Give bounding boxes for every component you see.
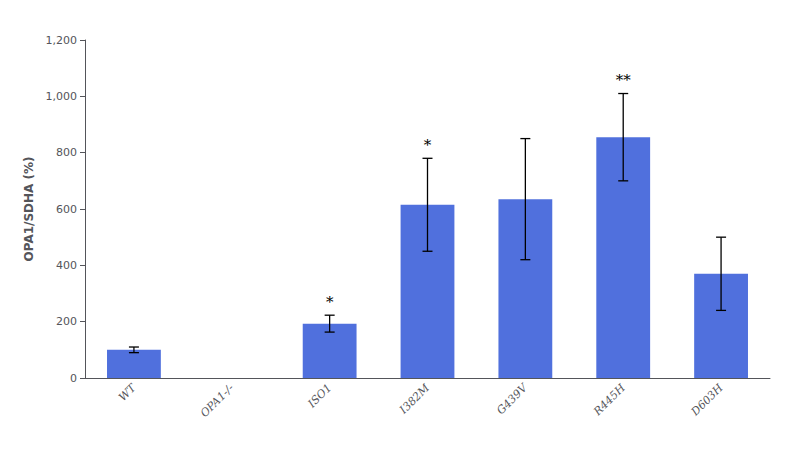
svg-text:600: 600 — [56, 203, 77, 216]
svg-text:1,200: 1,200 — [46, 34, 78, 47]
svg-text:OPA1-/-: OPA1-/- — [198, 381, 237, 420]
svg-text:1,000: 1,000 — [46, 90, 78, 103]
svg-text:WT: WT — [116, 381, 139, 404]
svg-text:D603H: D603H — [688, 381, 726, 419]
svg-text:400: 400 — [56, 259, 77, 272]
svg-text:**: ** — [616, 71, 632, 89]
svg-text:*: * — [424, 136, 432, 154]
svg-text:ISO1: ISO1 — [305, 381, 335, 411]
svg-text:G439V: G439V — [494, 381, 531, 418]
svg-text:*: * — [326, 293, 334, 311]
svg-text:0: 0 — [70, 372, 77, 385]
svg-text:I382M: I382M — [396, 381, 432, 417]
svg-text:R445H: R445H — [590, 381, 628, 419]
svg-text:200: 200 — [56, 315, 77, 328]
svg-text:800: 800 — [56, 146, 77, 159]
svg-text:OPA1/SDHA (%): OPA1/SDHA (%) — [22, 156, 36, 261]
